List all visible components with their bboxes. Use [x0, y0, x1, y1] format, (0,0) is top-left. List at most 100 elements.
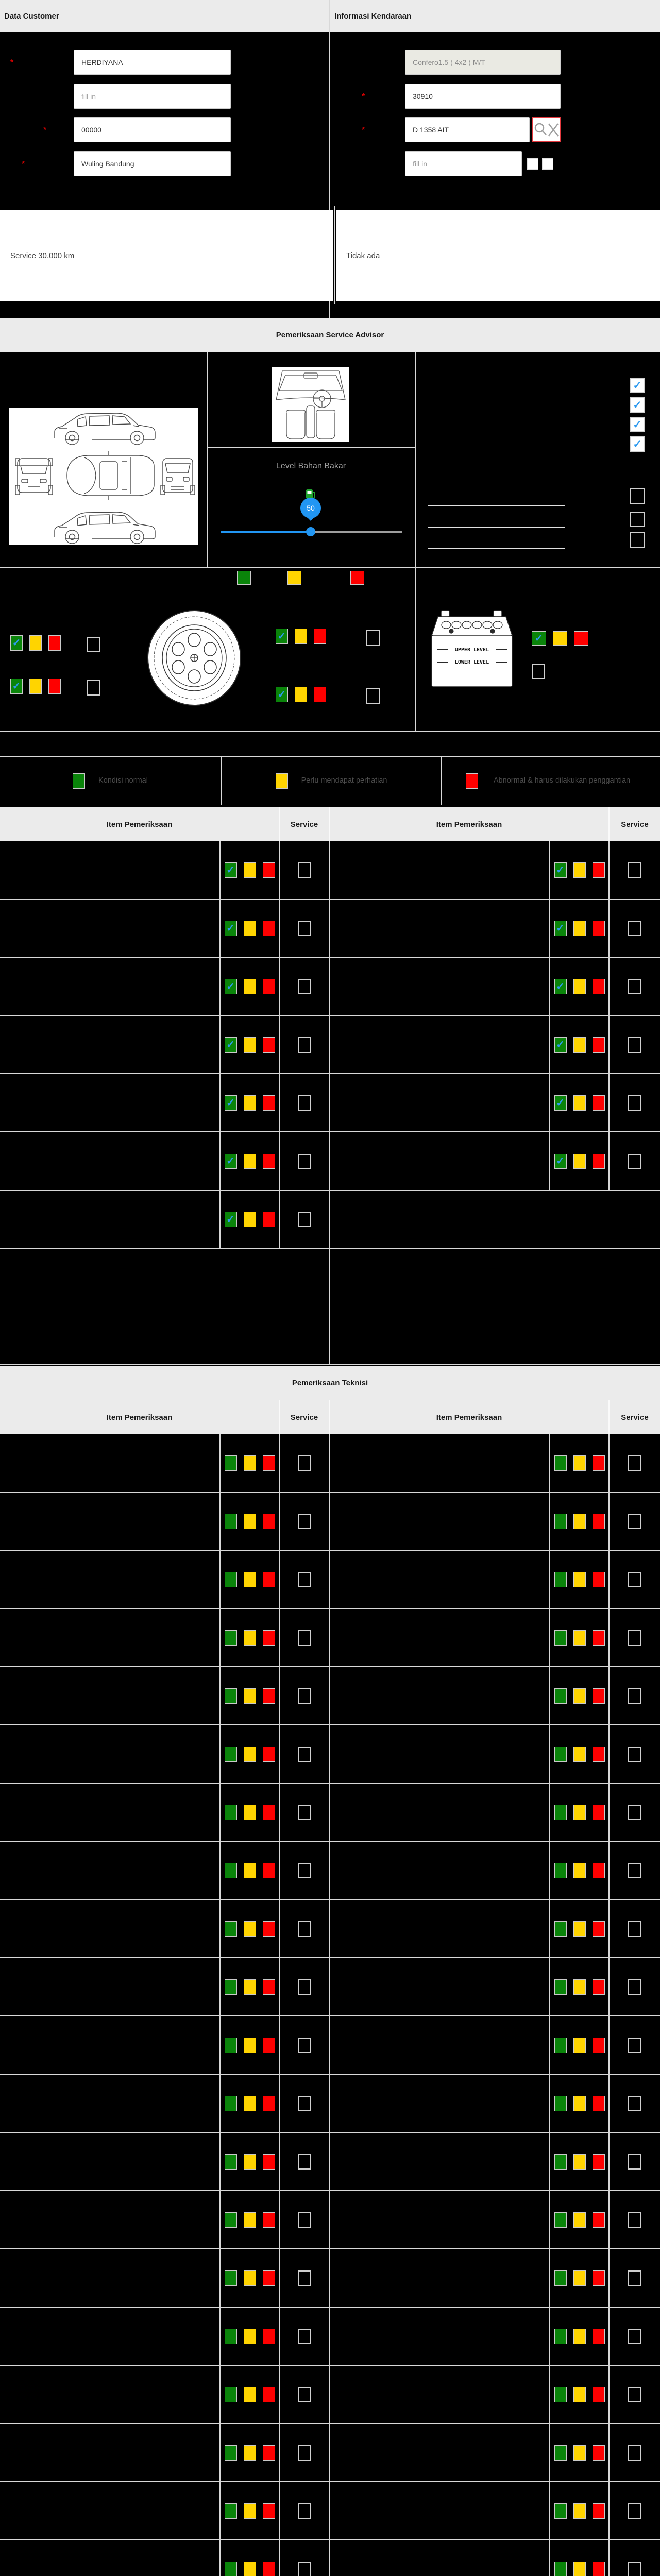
yellow-warn-button[interactable] — [553, 631, 567, 646]
red-abnormal-button[interactable] — [262, 2270, 275, 2286]
green-ok-button[interactable] — [224, 1513, 237, 1529]
green-ok-button[interactable] — [554, 2212, 567, 2228]
green-ok-button[interactable]: ✓ — [224, 1037, 237, 1053]
green-ok-button[interactable] — [224, 2386, 237, 2402]
sa-checklist-checkbox[interactable] — [630, 532, 645, 548]
red-abnormal-button[interactable] — [592, 1095, 605, 1111]
service-request-note[interactable]: Service 30.000 km — [0, 210, 333, 301]
red-abnormal-button[interactable] — [262, 1095, 275, 1111]
tire-legend-yellow[interactable] — [287, 571, 301, 585]
green-ok-button[interactable] — [554, 2561, 567, 2576]
vehicle-field-4-input[interactable] — [405, 151, 522, 176]
service-checkbox[interactable] — [628, 2503, 641, 2519]
green-ok-button[interactable] — [554, 1688, 567, 1704]
yellow-warn-button[interactable] — [243, 1630, 256, 1646]
green-ok-button[interactable] — [554, 1862, 567, 1878]
yellow-warn-button[interactable] — [243, 862, 256, 878]
red-abnormal-button[interactable] — [592, 1746, 605, 1762]
green-ok-button[interactable]: ✓ — [554, 920, 567, 936]
red-abnormal-button[interactable] — [592, 2561, 605, 2576]
green-ok-button[interactable]: ✓ — [224, 862, 237, 878]
yellow-warn-button[interactable] — [243, 2212, 256, 2228]
square-button-2[interactable] — [542, 158, 553, 170]
sa-checklist-checkbox[interactable] — [630, 512, 645, 527]
yellow-warn-button[interactable] — [573, 1979, 586, 1995]
green-ok-button[interactable] — [224, 2445, 237, 2461]
yellow-warn-button[interactable] — [243, 1688, 256, 1704]
red-abnormal-button[interactable] — [262, 1804, 275, 1820]
red-abnormal-button[interactable] — [592, 920, 605, 936]
green-ok-button[interactable] — [224, 1571, 237, 1587]
service-checkbox[interactable] — [297, 978, 311, 994]
yellow-warn-button[interactable] — [573, 1804, 586, 1820]
vehicle-km-input[interactable] — [405, 84, 561, 109]
service-checkbox[interactable] — [297, 862, 311, 878]
green-ok-button[interactable]: ✓ — [224, 1095, 237, 1111]
green-ok-button[interactable]: ✓ — [10, 635, 23, 651]
yellow-warn-button[interactable] — [243, 2270, 256, 2286]
service-checkbox[interactable] — [297, 2270, 311, 2286]
green-ok-button[interactable] — [554, 1630, 567, 1646]
service-checkbox[interactable] — [297, 2212, 311, 2228]
yellow-warn-button[interactable] — [573, 1153, 586, 1169]
vehicle-plate-input[interactable] — [405, 117, 530, 142]
service-checkbox[interactable] — [297, 2154, 311, 2170]
red-abnormal-button[interactable] — [262, 2154, 275, 2170]
red-abnormal-button[interactable] — [262, 2386, 275, 2402]
red-abnormal-button[interactable] — [262, 1630, 275, 1646]
green-ok-button[interactable] — [224, 2037, 237, 2053]
yellow-warn-button[interactable] — [243, 2503, 256, 2519]
red-abnormal-button[interactable] — [592, 1688, 605, 1704]
red-abnormal-button[interactable] — [592, 2445, 605, 2461]
yellow-warn-button[interactable] — [243, 2154, 256, 2170]
service-checkbox[interactable] — [628, 1037, 641, 1053]
green-ok-button[interactable] — [554, 2445, 567, 2461]
yellow-warn-button[interactable] — [573, 1688, 586, 1704]
service-checkbox[interactable] — [297, 1153, 311, 1169]
tire-legend-green[interactable] — [237, 571, 251, 585]
red-abnormal-button[interactable] — [574, 631, 588, 646]
yellow-warn-button[interactable] — [573, 2154, 586, 2170]
green-ok-button[interactable]: ✓ — [224, 920, 237, 936]
red-abnormal-button[interactable] — [314, 629, 326, 644]
service-checkbox[interactable] — [628, 1862, 641, 1878]
red-abnormal-button[interactable] — [592, 2503, 605, 2519]
green-ok-button[interactable] — [554, 1513, 567, 1529]
tire-front-right-service-checkbox[interactable] — [366, 630, 380, 646]
red-abnormal-button[interactable] — [262, 1862, 275, 1878]
tire-front-left-service-checkbox[interactable] — [87, 637, 100, 652]
green-ok-button[interactable] — [554, 2503, 567, 2519]
sa-checklist-checkbox[interactable]: ✓ — [630, 417, 645, 432]
yellow-warn-button[interactable] — [573, 1921, 586, 1937]
red-abnormal-button[interactable] — [592, 1513, 605, 1529]
red-abnormal-button[interactable] — [262, 1153, 275, 1169]
service-checkbox[interactable] — [628, 1979, 641, 1995]
yellow-warn-button[interactable] — [573, 920, 586, 936]
green-ok-button[interactable] — [224, 2328, 237, 2344]
red-abnormal-button[interactable] — [592, 1630, 605, 1646]
service-checkbox[interactable] — [628, 1688, 641, 1704]
service-checkbox[interactable] — [297, 1862, 311, 1878]
tire-legend-red[interactable] — [350, 571, 364, 585]
service-checkbox[interactable] — [628, 2270, 641, 2286]
green-ok-button[interactable] — [554, 1571, 567, 1587]
red-abnormal-button[interactable] — [592, 2386, 605, 2402]
service-checkbox[interactable] — [297, 2445, 311, 2461]
red-abnormal-button[interactable] — [262, 862, 275, 878]
red-abnormal-button[interactable] — [262, 2503, 275, 2519]
green-ok-button[interactable]: ✓ — [554, 1037, 567, 1053]
service-checkbox[interactable] — [628, 1921, 641, 1937]
service-checkbox[interactable] — [297, 1571, 311, 1587]
yellow-warn-button[interactable] — [243, 920, 256, 936]
customer-field-2-input[interactable] — [74, 84, 231, 109]
complaint-note[interactable]: Tidak ada — [336, 210, 660, 301]
green-ok-button[interactable]: ✓ — [532, 631, 546, 646]
yellow-warn-button[interactable] — [243, 1804, 256, 1820]
red-abnormal-button[interactable] — [262, 2445, 275, 2461]
yellow-warn-button[interactable] — [243, 2445, 256, 2461]
yellow-warn-button[interactable] — [573, 862, 586, 878]
sa-checklist-checkbox[interactable]: ✓ — [630, 378, 645, 393]
service-checkbox[interactable] — [628, 2328, 641, 2344]
service-checkbox[interactable] — [628, 862, 641, 878]
green-ok-button[interactable] — [554, 1804, 567, 1820]
